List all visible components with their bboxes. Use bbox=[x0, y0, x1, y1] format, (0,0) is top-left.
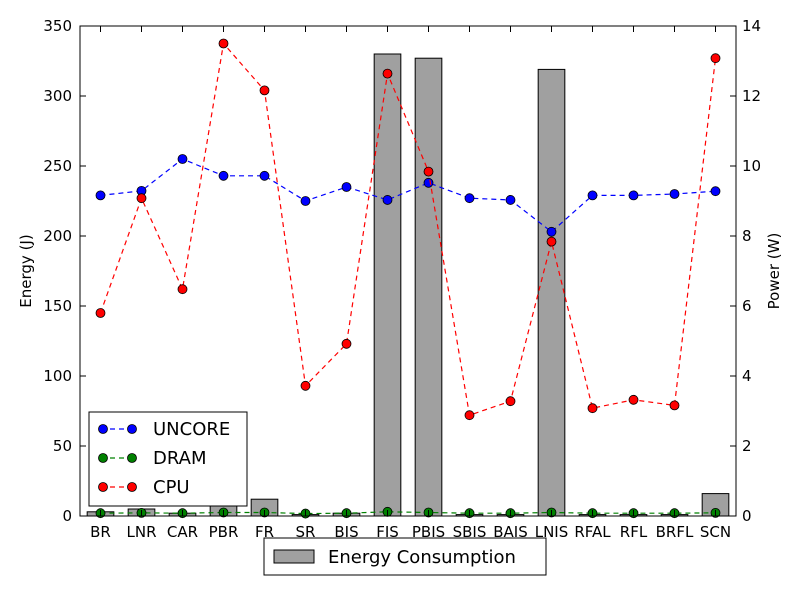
left-tick-label: 300 bbox=[43, 87, 72, 105]
cpu-point-bis bbox=[341, 338, 352, 349]
left-tick-label: 100 bbox=[43, 367, 72, 385]
legend-energy-swatch bbox=[273, 549, 315, 564]
x-tick-label-sr: SR bbox=[296, 523, 316, 541]
dram-line bbox=[100, 511, 716, 515]
legend-cpu-label: CPU bbox=[153, 477, 190, 498]
plot-frame bbox=[79, 25, 737, 517]
left-tick-label: 50 bbox=[53, 437, 72, 455]
uncore-point-bais bbox=[505, 195, 516, 205]
right-axis-ticks: 0 2 4 6 8 10 12 14 bbox=[730, 17, 761, 525]
legend-dram-label: DRAM bbox=[153, 448, 206, 469]
cpu-point-fis bbox=[382, 68, 393, 79]
uncore-point-bis bbox=[341, 182, 352, 192]
legend-uncore-marker bbox=[127, 424, 137, 434]
uncore-point-fis bbox=[382, 195, 393, 205]
right-tick-label: 14 bbox=[742, 17, 761, 35]
cpu-point-lnr bbox=[136, 193, 147, 204]
x-tick-label-brfl: BRFL bbox=[656, 523, 694, 541]
legend-energy-label: Energy Consumption bbox=[328, 547, 516, 568]
x-tick-label-rfl: RFL bbox=[620, 523, 648, 541]
x-tick-label-pbr: PBR bbox=[209, 523, 239, 541]
x-tick-label-pbis: PBIS bbox=[412, 523, 445, 541]
x-tick-label-car: CAR bbox=[167, 523, 198, 541]
right-axis-label: Power (W) bbox=[765, 233, 783, 310]
cpu-point-scn bbox=[710, 53, 721, 64]
energy-bar-pbis bbox=[414, 57, 443, 517]
cpu-point-bais bbox=[505, 396, 516, 407]
uncore-point-br bbox=[95, 190, 106, 201]
cpu-point-fr bbox=[259, 85, 270, 96]
left-tick-label: 0 bbox=[62, 507, 72, 525]
x-tick-label-scn: SCN bbox=[700, 523, 731, 541]
uncore-point-lnis bbox=[546, 226, 557, 237]
uncore-point-fr bbox=[259, 170, 270, 181]
cpu-point-sr bbox=[300, 380, 311, 391]
x-tick-label-fr: FR bbox=[255, 523, 274, 541]
x-tick-label-lnr: LNR bbox=[127, 523, 157, 541]
x-tick-label-sbis: SBIS bbox=[453, 523, 487, 541]
x-axis-ticks: BR LNR CAR PBR FR SR BIS FIS PBIS SBIS BAIS LNIS RFA… bbox=[90, 26, 731, 541]
legend-lines: UNCORE DRAM CPU bbox=[88, 411, 248, 507]
uncore-point-pbr bbox=[218, 170, 229, 181]
left-tick-label: 350 bbox=[43, 17, 72, 35]
uncore-point-sr bbox=[300, 196, 311, 206]
right-tick-label: 12 bbox=[742, 87, 761, 105]
legend-cpu-marker bbox=[127, 482, 137, 492]
uncore-point-brfl bbox=[669, 189, 680, 199]
legend-dram-marker bbox=[98, 453, 108, 463]
energy-bar-lnis bbox=[537, 68, 566, 517]
right-tick-label: 10 bbox=[742, 157, 761, 175]
uncore-point-car bbox=[177, 154, 188, 164]
x-tick-label-bais: BAIS bbox=[493, 523, 528, 541]
energy-bar-fis bbox=[373, 53, 402, 517]
cpu-point-brfl bbox=[669, 400, 680, 411]
x-tick-label-lnis: LNIS bbox=[535, 523, 569, 541]
uncore-point-scn bbox=[710, 186, 721, 197]
uncore-point-pbis bbox=[423, 177, 434, 188]
left-axis-ticks: 0 50 100 150 200 250 300 350 bbox=[43, 17, 736, 525]
cpu-point-pbr bbox=[218, 38, 229, 49]
left-tick-label: 250 bbox=[43, 157, 72, 175]
right-tick-label: 6 bbox=[742, 297, 752, 315]
x-tick-label-fis: FIS bbox=[376, 523, 399, 541]
cpu-point-br bbox=[95, 308, 106, 318]
x-tick-label-rfal: RFAL bbox=[574, 523, 611, 541]
cpu-point-rfal bbox=[587, 403, 598, 414]
x-tick-label-br: BR bbox=[90, 523, 111, 541]
x-tick-label-bis: BIS bbox=[334, 523, 358, 541]
right-tick-label: 0 bbox=[742, 507, 752, 525]
left-axis-label: Energy (J) bbox=[17, 234, 35, 307]
right-tick-label: 2 bbox=[742, 437, 752, 455]
cpu-point-pbis bbox=[423, 166, 434, 177]
left-tick-label: 150 bbox=[43, 297, 72, 315]
cpu-point-car bbox=[177, 284, 188, 295]
uncore-line bbox=[100, 158, 716, 233]
uncore-point-rfal bbox=[587, 190, 598, 201]
right-tick-label: 8 bbox=[742, 227, 752, 245]
left-tick-label: 200 bbox=[43, 227, 72, 245]
cpu-point-rfl bbox=[628, 394, 639, 405]
legend-uncore-marker bbox=[98, 424, 108, 434]
uncore-point-rfl bbox=[628, 190, 639, 201]
right-tick-label: 4 bbox=[742, 367, 752, 385]
legend-cpu-marker bbox=[98, 482, 108, 492]
legend-lines-box bbox=[88, 411, 248, 507]
legend-uncore-label: UNCORE bbox=[153, 419, 230, 440]
uncore-point-sbis bbox=[464, 193, 475, 204]
cpu-line bbox=[99, 42, 717, 416]
legend-bars: Energy Consumption bbox=[263, 537, 547, 576]
legend-dram-marker bbox=[127, 453, 137, 463]
cpu-point-sbis bbox=[464, 410, 475, 421]
cpu-point-lnis bbox=[546, 236, 557, 247]
